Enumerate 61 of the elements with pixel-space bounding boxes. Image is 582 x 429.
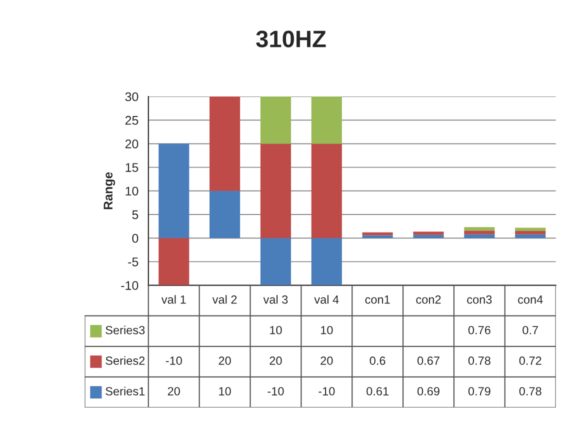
x-tick-label: con3 xyxy=(467,295,492,304)
data-label: 0.79 xyxy=(468,387,490,396)
chart-title: 310HZ xyxy=(256,30,326,48)
bar xyxy=(413,232,444,235)
bar xyxy=(311,238,342,286)
y-tick-label: 5 xyxy=(132,210,138,220)
bar xyxy=(515,234,546,238)
bar xyxy=(464,230,495,234)
y-tick-label: 0 xyxy=(132,234,138,243)
x-tick-label: val 3 xyxy=(263,295,288,304)
bar xyxy=(158,144,190,238)
bar xyxy=(210,190,240,238)
data-label: 10 xyxy=(320,326,333,334)
bar xyxy=(464,234,495,238)
y-tick-label: 30 xyxy=(125,92,138,102)
x-tick-label: val 1 xyxy=(161,295,186,304)
bar xyxy=(362,235,393,238)
x-tick-label: val 4 xyxy=(314,295,339,304)
y-tick-label: 25 xyxy=(125,116,138,125)
legend-label: Series2 xyxy=(106,356,145,365)
bar xyxy=(515,228,546,232)
data-label: 20 xyxy=(218,356,231,365)
legend-label: Series1 xyxy=(106,386,145,396)
data-label: -10 xyxy=(318,387,335,396)
data-label: 20 xyxy=(270,356,282,365)
bar xyxy=(311,96,342,144)
data-label: 0.76 xyxy=(468,326,490,334)
bar xyxy=(413,234,444,238)
data-label: 0.67 xyxy=(417,356,440,365)
bar xyxy=(311,144,342,238)
data-label: -10 xyxy=(166,356,182,365)
y-axis-title: Range xyxy=(104,172,116,210)
data-label: 0.6 xyxy=(370,356,386,365)
data-label: 0.78 xyxy=(519,387,542,396)
data-label: 20 xyxy=(320,356,333,365)
x-tick-label: con4 xyxy=(518,296,543,304)
y-tick-label: 20 xyxy=(125,140,138,148)
data-label: 0.7 xyxy=(522,326,538,334)
bar xyxy=(158,238,190,286)
legend-label: Series3 xyxy=(106,326,145,334)
y-tick-label: -5 xyxy=(128,258,138,266)
bar xyxy=(260,144,291,238)
bar xyxy=(260,96,291,144)
data-label: 0.61 xyxy=(366,387,388,396)
data-label: 0.72 xyxy=(519,356,542,365)
bar xyxy=(515,231,546,234)
bar xyxy=(210,96,240,191)
data-label: 0.78 xyxy=(468,356,490,365)
data-label: 20 xyxy=(168,387,180,396)
y-tick-label: 15 xyxy=(126,163,138,172)
x-tick-label: val 2 xyxy=(212,295,237,304)
x-tick-label: con1 xyxy=(365,296,390,304)
y-tick-label: -10 xyxy=(121,281,138,290)
y-tick-label: 10 xyxy=(126,186,138,196)
data-label: 0.69 xyxy=(417,387,440,396)
data-label: 10 xyxy=(219,387,231,396)
x-tick-label: con2 xyxy=(416,295,441,304)
bar xyxy=(260,238,291,286)
data-label: 10 xyxy=(270,326,282,334)
bar xyxy=(464,227,495,231)
data-label: -10 xyxy=(268,387,284,396)
